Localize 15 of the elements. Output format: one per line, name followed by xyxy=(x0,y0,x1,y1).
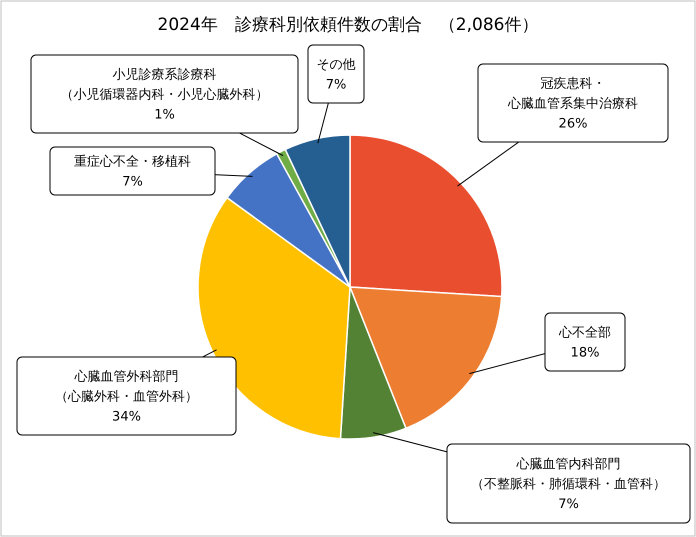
slice-label: 冠疾患科・心臓血管系集中治療科 xyxy=(507,76,638,112)
data-label: 1% xyxy=(154,108,175,123)
slice-label: 心不全部 xyxy=(558,324,611,341)
data-label: 26% xyxy=(558,116,588,132)
data-label: 7% xyxy=(326,78,346,93)
data-label: 18% xyxy=(570,346,600,361)
data-label: 34% xyxy=(112,410,141,425)
data-label: 7% xyxy=(122,174,143,190)
data-label: 7% xyxy=(558,497,579,512)
slice-label: 心臓血管内科部門（不整脈科・肺循環科・血管科） xyxy=(471,456,666,492)
slice-label: 小児診療系診療科（小児循環器内科・小児心臓外科） xyxy=(60,68,268,103)
chart-title: 2024年 診療科別依頼件数の割合 （2,086件） xyxy=(158,15,538,35)
slice-label: 心臓血管外科部門（心臓外科・血管外科） xyxy=(55,368,198,405)
slice-label: その他 xyxy=(316,58,356,73)
slice-label: 重症心不全・移植科 xyxy=(74,154,191,170)
